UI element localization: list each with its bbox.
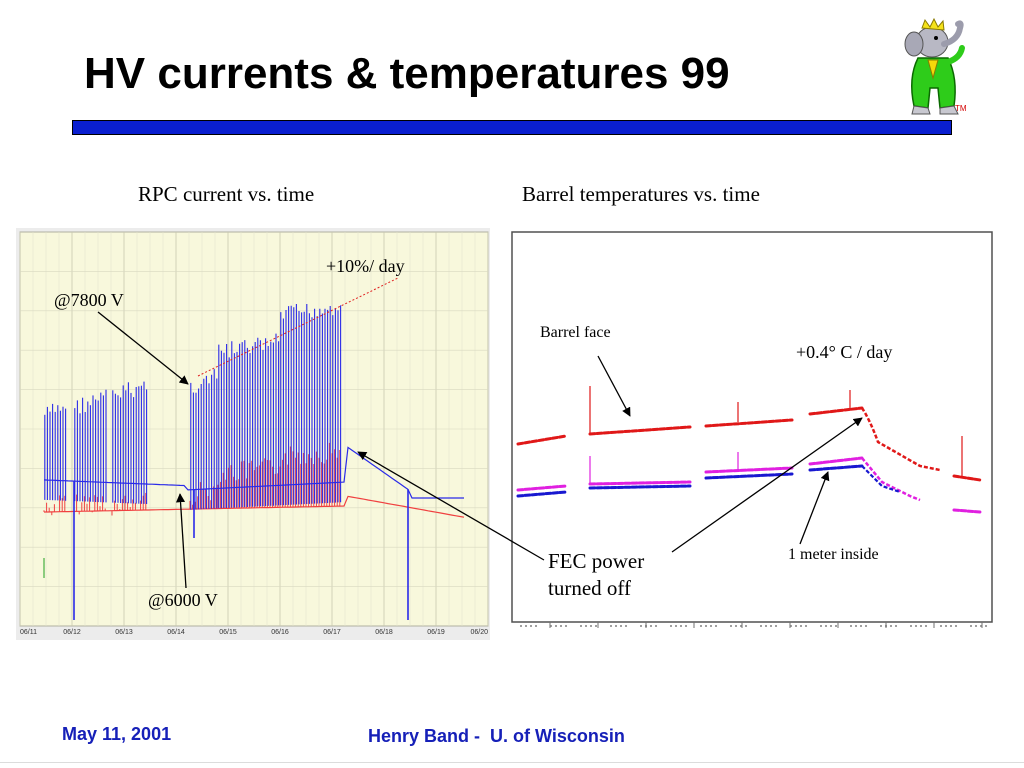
trademark-mark: TM	[955, 104, 967, 113]
rate-annotation-current: +10%/ day	[326, 256, 405, 276]
magenta-temp-decay	[861, 457, 921, 502]
barrel-face-annotation: Barrel face	[540, 324, 611, 341]
x-tick-label: 06/17	[323, 629, 341, 636]
x-tick-label: 06/12	[63, 629, 81, 636]
title-underline-bar	[72, 120, 952, 135]
red-temp-decay	[860, 407, 941, 472]
x-tick-label: 06/18	[375, 629, 393, 636]
magenta-temp-segment	[952, 508, 982, 514]
temperature-chart-caption: Barrel temperatures vs. time	[522, 182, 760, 206]
footer-divider	[0, 762, 1024, 763]
blue-temp-decay	[861, 465, 901, 494]
elephant-mascot-icon	[904, 18, 965, 115]
fec-power-annotation: FEC power turned off	[548, 549, 645, 600]
one-meter-inside-annotation: 1 meter inside	[788, 546, 879, 563]
rpc-current-chart: 06/11 06/12 06/13 06/14 06/15 06/16 06/17 06/18…	[16, 228, 490, 640]
blue-temp-segment	[588, 484, 692, 490]
x-tick-label: 06/14	[167, 629, 185, 636]
footer-author: Henry Band - U. of Wisconsin	[368, 726, 625, 746]
magenta-temp-segment	[588, 480, 692, 486]
red-temp-segment	[952, 474, 982, 482]
rate-annotation-temperature: +0.4° C / day	[796, 342, 893, 362]
red-temp-segment	[516, 434, 568, 446]
x-tick-label: 06/15	[219, 629, 237, 636]
x-tick-label: 06/13	[115, 629, 133, 636]
voltage-6000-annotation: @6000 V	[148, 590, 218, 610]
x-tick-label: 06/20	[470, 629, 488, 636]
voltage-7800-annotation: @7800 V	[54, 290, 124, 310]
red-temp-segment	[808, 406, 864, 416]
slide-title: HV currents & temperatures 99	[84, 49, 730, 98]
x-tick-label: 06/16	[271, 629, 289, 636]
footer-date: May 11, 2001	[62, 724, 172, 744]
x-tick-label: 06/11	[20, 629, 37, 636]
rpc-chart-caption: RPC current vs. time	[138, 182, 315, 206]
x-tick-label: 06/19	[427, 629, 445, 636]
